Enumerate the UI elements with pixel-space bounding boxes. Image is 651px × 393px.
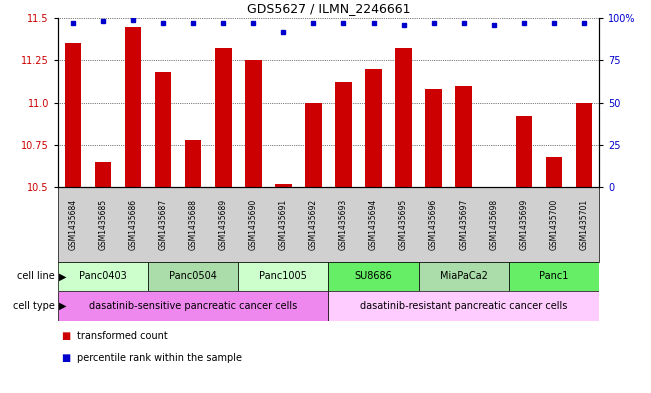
Bar	[245, 60, 262, 187]
Bar	[125, 27, 141, 187]
Text: Panc0504: Panc0504	[169, 272, 217, 281]
Bar	[95, 162, 111, 187]
Text: transformed count: transformed count	[77, 331, 168, 342]
Text: MiaPaCa2: MiaPaCa2	[439, 272, 488, 281]
Text: cell line: cell line	[17, 272, 55, 281]
Bar	[546, 157, 562, 187]
Text: GSM1435691: GSM1435691	[279, 199, 288, 250]
Text: GSM1435694: GSM1435694	[369, 199, 378, 250]
Text: GSM1435695: GSM1435695	[399, 199, 408, 250]
Text: GSM1435693: GSM1435693	[339, 199, 348, 250]
Bar	[419, 262, 509, 291]
Bar	[395, 48, 412, 187]
Bar	[509, 262, 599, 291]
Text: GSM1435701: GSM1435701	[579, 199, 589, 250]
Text: Panc1: Panc1	[539, 272, 568, 281]
Bar	[425, 89, 442, 187]
Text: GSM1435684: GSM1435684	[68, 199, 77, 250]
Bar	[456, 86, 472, 187]
Text: GSM1435697: GSM1435697	[459, 199, 468, 250]
Text: dasatinib-sensitive pancreatic cancer cells: dasatinib-sensitive pancreatic cancer ce…	[89, 301, 298, 311]
Title: GDS5627 / ILMN_2246661: GDS5627 / ILMN_2246661	[247, 2, 410, 15]
Text: GSM1435690: GSM1435690	[249, 199, 258, 250]
Bar	[58, 291, 329, 321]
Bar	[215, 48, 232, 187]
Text: GSM1435692: GSM1435692	[309, 199, 318, 250]
Bar	[365, 69, 381, 187]
Text: SU8686: SU8686	[355, 272, 393, 281]
Text: ▶: ▶	[59, 301, 67, 311]
Text: dasatinib-resistant pancreatic cancer cells: dasatinib-resistant pancreatic cancer ce…	[360, 301, 568, 311]
Text: GSM1435700: GSM1435700	[549, 199, 559, 250]
Bar	[148, 262, 238, 291]
Text: GSM1435698: GSM1435698	[490, 199, 498, 250]
Text: Panc1005: Panc1005	[259, 272, 307, 281]
Text: Panc0403: Panc0403	[79, 272, 127, 281]
Text: ▶: ▶	[59, 272, 67, 281]
Text: GSM1435699: GSM1435699	[519, 199, 528, 250]
Bar	[185, 140, 201, 187]
Text: GSM1435687: GSM1435687	[159, 199, 167, 250]
Bar	[516, 116, 532, 187]
Text: cell type: cell type	[13, 301, 55, 311]
Bar	[335, 82, 352, 187]
Bar	[575, 103, 592, 187]
Text: GSM1435689: GSM1435689	[219, 199, 228, 250]
Bar	[58, 262, 148, 291]
Bar	[305, 103, 322, 187]
Bar	[64, 44, 81, 187]
Text: ■: ■	[61, 331, 70, 342]
Bar	[155, 72, 171, 187]
Bar	[275, 184, 292, 187]
Bar	[329, 291, 599, 321]
Text: GSM1435688: GSM1435688	[189, 199, 198, 250]
Text: GSM1435685: GSM1435685	[98, 199, 107, 250]
Text: GSM1435696: GSM1435696	[429, 199, 438, 250]
Bar	[238, 262, 329, 291]
Text: percentile rank within the sample: percentile rank within the sample	[77, 353, 242, 363]
Text: ■: ■	[61, 353, 70, 363]
Text: GSM1435686: GSM1435686	[129, 199, 137, 250]
Bar	[329, 262, 419, 291]
